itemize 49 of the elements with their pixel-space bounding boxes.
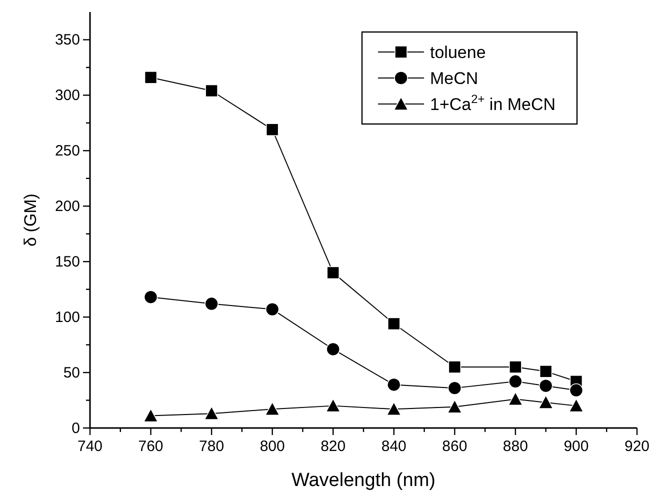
legend-label: toluene xyxy=(430,43,486,62)
y-tick-label: 0 xyxy=(72,420,80,437)
point xyxy=(569,383,584,398)
x-tick-label: 780 xyxy=(199,438,224,455)
point xyxy=(568,398,584,412)
y-tick-label: 50 xyxy=(63,364,80,382)
x-tick-label: 920 xyxy=(624,438,650,455)
point xyxy=(205,84,218,98)
point xyxy=(204,296,218,311)
x-tick-label: 880 xyxy=(502,438,528,455)
point xyxy=(266,123,279,136)
point xyxy=(508,392,523,406)
x-tick-label: 740 xyxy=(77,438,103,455)
y-tick-label: 300 xyxy=(54,87,80,104)
y-tick-label: 350 xyxy=(54,32,80,49)
y-tick-label: 250 xyxy=(54,142,80,160)
point xyxy=(386,378,401,392)
x-tick-label: 860 xyxy=(442,438,468,455)
y-axis-title: δ (GM) xyxy=(21,194,40,246)
x-axis-title: Wavelength (nm) xyxy=(292,470,436,491)
y-tick-label: 200 xyxy=(54,198,80,216)
point xyxy=(143,408,158,422)
point xyxy=(448,381,462,395)
x-tick-label: 900 xyxy=(564,438,589,455)
point xyxy=(326,266,340,280)
point xyxy=(387,317,400,330)
legend-label: 1+Ca$^{2+}$ in MeCN xyxy=(430,92,556,114)
y-tick-label: 150 xyxy=(54,254,80,271)
point xyxy=(539,365,552,378)
point xyxy=(326,342,340,356)
legend-label: MeCN xyxy=(430,69,478,88)
point xyxy=(447,400,462,414)
point xyxy=(508,374,522,388)
point xyxy=(509,360,522,374)
point xyxy=(538,395,554,409)
point xyxy=(264,402,280,416)
point xyxy=(386,402,402,416)
point xyxy=(204,406,219,420)
x-tick-label: 840 xyxy=(381,438,406,455)
point xyxy=(265,302,280,316)
point xyxy=(144,290,158,304)
point xyxy=(144,71,158,84)
x-tick-label: 800 xyxy=(260,438,285,455)
x-tick-label: 820 xyxy=(320,438,346,455)
point xyxy=(538,378,553,393)
point xyxy=(448,360,462,374)
x-tick-label: 760 xyxy=(138,438,164,455)
point xyxy=(326,398,341,412)
y-tick-label: 100 xyxy=(54,309,80,326)
